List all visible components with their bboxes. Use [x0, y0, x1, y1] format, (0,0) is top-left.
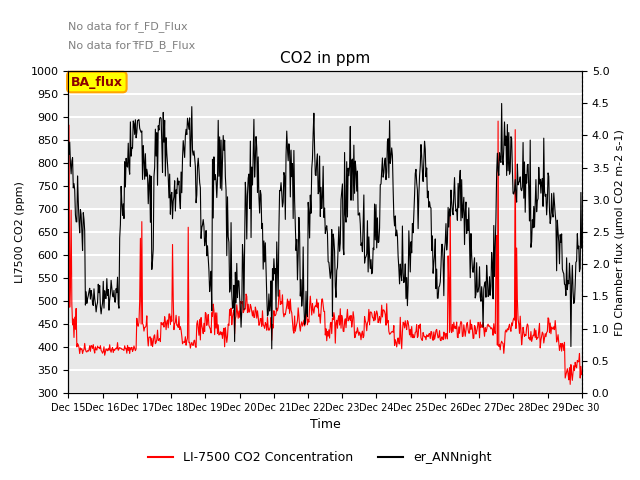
- Y-axis label: FD Chamber flux (μmol CO2 m-2 s-1): FD Chamber flux (μmol CO2 m-2 s-1): [615, 129, 625, 336]
- Y-axis label: LI7500 CO2 (ppm): LI7500 CO2 (ppm): [15, 181, 25, 283]
- Title: CO2 in ppm: CO2 in ppm: [280, 51, 371, 66]
- Legend: LI-7500 CO2 Concentration, er_ANNnight: LI-7500 CO2 Concentration, er_ANNnight: [143, 446, 497, 469]
- X-axis label: Time: Time: [310, 419, 340, 432]
- Text: No data for f̅FD̅_B_Flux: No data for f̅FD̅_B_Flux: [68, 40, 196, 51]
- Text: No data for f_FD_Flux: No data for f_FD_Flux: [68, 21, 188, 32]
- Text: BA_flux: BA_flux: [71, 75, 123, 88]
